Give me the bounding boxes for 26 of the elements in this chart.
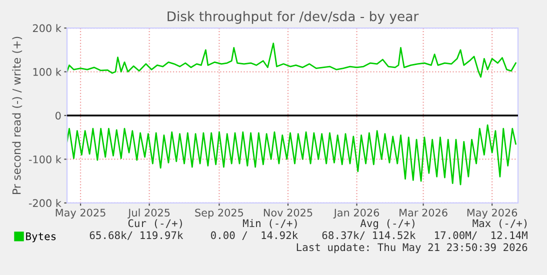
text: Max (-/+) [472,219,527,228]
text: Min (-/+) [242,219,297,228]
y-tick-label: -200 k [28,198,62,208]
x-tick-label: May 2026 [467,208,518,219]
x-tick-label: Jul 2025 [128,208,170,219]
chart-title: Disk throughput for /dev/sda - by year [168,11,419,24]
text: 0.00 / 14.92k [210,231,298,240]
text: Last update: Thu May 21 23:50:39 2026 [296,243,528,254]
line-series [67,124,516,186]
y-tick-label: 0 [56,112,61,120]
legend-label: Bytes [26,232,56,242]
text: Avg (-/+) [360,219,414,230]
y-tick-label: 100 k [33,68,62,76]
text: 17.00M/ 12.14M [435,231,528,240]
y-axis-title: Pr second read (-) / write (+) [12,36,22,194]
y-tick-label: 200 k [32,24,62,32]
text: Cur (-/+) [128,219,182,228]
y-tick-label: -100 k [28,155,62,164]
x-tick-label: Jan 2026 [333,208,380,219]
x-tick-label: May 2025 [56,208,106,219]
x-tick-label: Nov 2025 [264,208,312,217]
x-tick-label: Mar 2026 [400,208,448,217]
text: 68.37k/ 114.52k [322,231,416,240]
x-tick-label: Sep 2025 [195,208,244,219]
line-series [67,42,516,78]
text: 65.68k/ 119.97k [90,231,184,240]
